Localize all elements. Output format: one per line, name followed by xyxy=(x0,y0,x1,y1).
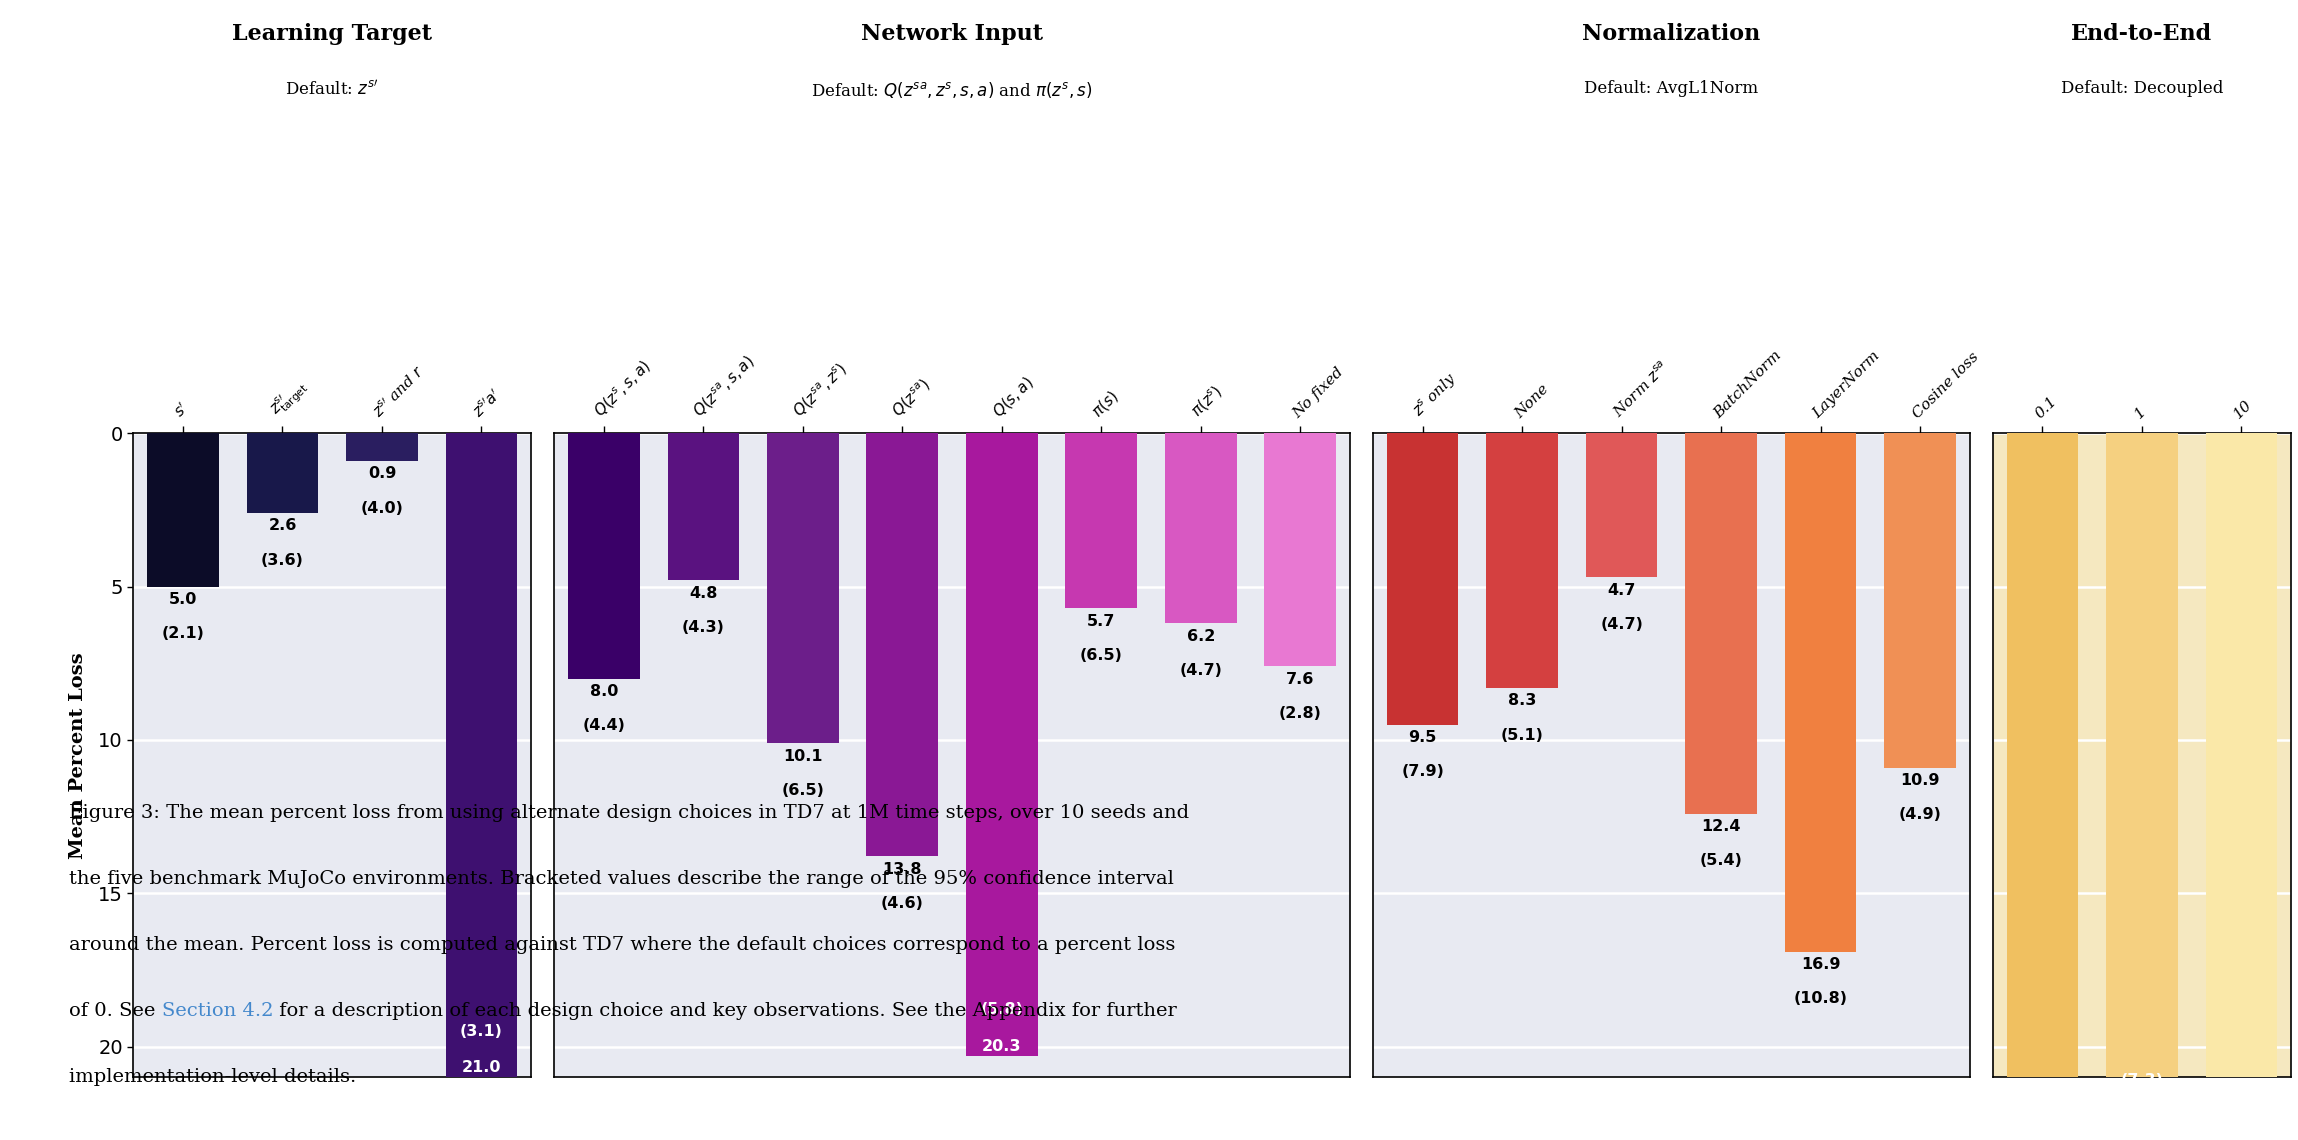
Text: Network Input: Network Input xyxy=(862,23,1043,44)
Bar xyxy=(568,433,639,678)
Text: (3.6): (3.6) xyxy=(262,553,303,568)
Text: (3.1): (3.1) xyxy=(460,1024,503,1039)
Text: 9.5: 9.5 xyxy=(1409,730,1436,746)
Text: (7.9): (7.9) xyxy=(1402,765,1443,780)
Text: 16.9: 16.9 xyxy=(1802,958,1841,972)
Text: 8.0: 8.0 xyxy=(591,684,618,699)
Text: (2.8): (2.8) xyxy=(1278,706,1321,722)
Text: Normalization: Normalization xyxy=(1583,23,1760,44)
Bar xyxy=(347,433,418,461)
Text: the five benchmark MuJoCo environments. Bracketed values describe the range of t: the five benchmark MuJoCo environments. … xyxy=(69,870,1174,888)
Y-axis label: Mean Percent Loss: Mean Percent Loss xyxy=(69,652,87,858)
Bar xyxy=(147,433,218,587)
Text: of 0. See: of 0. See xyxy=(69,1002,161,1020)
Bar xyxy=(2206,433,2277,1140)
Text: Default: $Q(z^{sa}, z^s, s, a)$ and $\pi(z^s, s)$: Default: $Q(z^{sa}, z^s, s, a)$ and $\pi… xyxy=(811,80,1092,100)
Text: 2.6: 2.6 xyxy=(269,519,296,534)
Bar xyxy=(1487,433,1558,687)
Text: (4.9): (4.9) xyxy=(1898,807,1942,822)
Bar xyxy=(1786,433,1857,952)
Bar xyxy=(446,433,517,1077)
Text: 13.8: 13.8 xyxy=(882,862,921,877)
Text: 5.0: 5.0 xyxy=(168,592,198,608)
Text: (4.0): (4.0) xyxy=(361,500,404,515)
Bar xyxy=(866,433,938,856)
Text: (4.4): (4.4) xyxy=(581,718,625,733)
Text: (5.4): (5.4) xyxy=(1701,854,1742,869)
Text: (6.5): (6.5) xyxy=(1080,648,1124,662)
Text: 20.3: 20.3 xyxy=(981,1039,1023,1054)
Text: around the mean. Percent loss is computed against TD7 where the default choices : around the mean. Percent loss is compute… xyxy=(69,936,1174,954)
Bar xyxy=(666,433,740,580)
Text: 10.9: 10.9 xyxy=(1900,773,1940,788)
Bar xyxy=(1684,433,1758,814)
Text: 5.7: 5.7 xyxy=(1087,613,1115,628)
Text: (4.7): (4.7) xyxy=(1599,617,1643,633)
Text: 21.0: 21.0 xyxy=(462,1060,501,1075)
Text: 6.2: 6.2 xyxy=(1186,629,1216,644)
Bar xyxy=(1386,433,1459,725)
Bar xyxy=(1264,433,1335,666)
Text: (5.1): (5.1) xyxy=(1501,727,1544,742)
Text: (6.5): (6.5) xyxy=(781,783,825,798)
Bar xyxy=(1165,433,1236,624)
Text: (4.6): (4.6) xyxy=(880,896,924,911)
Bar xyxy=(965,433,1039,1056)
Text: Default: $z^{s\prime}$: Default: $z^{s\prime}$ xyxy=(285,80,379,99)
Bar xyxy=(2105,433,2179,1126)
Bar xyxy=(2006,433,2077,1140)
Text: 0.9: 0.9 xyxy=(368,466,395,481)
Text: 4.7: 4.7 xyxy=(1606,583,1636,597)
Text: (7.6): (7.6) xyxy=(2020,1104,2064,1118)
Text: 12.4: 12.4 xyxy=(1701,819,1742,834)
Bar xyxy=(1066,433,1138,608)
Text: 10.1: 10.1 xyxy=(784,749,823,764)
Text: (10.8): (10.8) xyxy=(1792,992,1848,1007)
Text: 4.8: 4.8 xyxy=(689,586,717,601)
Bar xyxy=(1884,433,1956,767)
Bar xyxy=(1586,433,1657,577)
Text: End-to-End: End-to-End xyxy=(2070,23,2213,44)
Bar xyxy=(246,433,319,513)
Text: Default: Decoupled: Default: Decoupled xyxy=(2061,80,2222,97)
Text: Section 4.2: Section 4.2 xyxy=(161,1002,273,1020)
Text: Learning Target: Learning Target xyxy=(232,23,432,44)
Text: (5.8): (5.8) xyxy=(981,1002,1023,1017)
Text: Figure 3: The mean percent loss from using alternate design choices in TD7 at 1M: Figure 3: The mean percent loss from usi… xyxy=(69,804,1188,822)
Text: (2.1): (2.1) xyxy=(161,626,205,642)
Text: implementation-level details.: implementation-level details. xyxy=(69,1068,356,1086)
Bar xyxy=(768,433,839,743)
Text: 22.6: 22.6 xyxy=(2121,1109,2162,1124)
Text: 7.6: 7.6 xyxy=(1287,671,1314,686)
Text: 8.3: 8.3 xyxy=(1507,693,1537,708)
Text: for a description of each design choice and key observations. See the Appendix f: for a description of each design choice … xyxy=(273,1002,1177,1020)
Text: Default: AvgL1Norm: Default: AvgL1Norm xyxy=(1583,80,1758,97)
Text: (4.7): (4.7) xyxy=(1179,663,1223,678)
Text: (4.3): (4.3) xyxy=(683,620,724,635)
Text: (7.3): (7.3) xyxy=(2121,1073,2162,1088)
